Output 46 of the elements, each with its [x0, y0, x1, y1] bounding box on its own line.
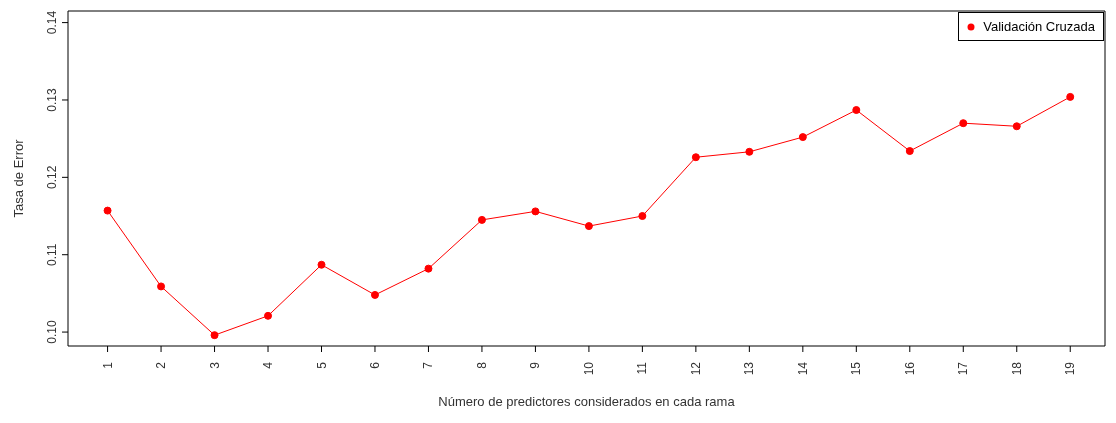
y-axis-title: Tasa de Error — [10, 138, 26, 218]
point — [531, 207, 540, 216]
y-tick-label: 0.12 — [45, 165, 59, 190]
point — [264, 311, 273, 320]
point — [424, 264, 433, 273]
point — [584, 222, 593, 231]
x-tick-label: 11 — [635, 361, 650, 375]
point — [157, 282, 166, 291]
x-tick-label: 3 — [207, 361, 222, 369]
x-tick-label: 13 — [742, 361, 757, 376]
x-tick-label: 19 — [1063, 361, 1078, 376]
x-tick-label: 8 — [474, 361, 489, 369]
legend-label: Validación Cruzada — [983, 19, 1095, 34]
x-tick-label: 17 — [956, 361, 971, 376]
x-tick-label: 2 — [154, 361, 169, 369]
x-tick-label: 14 — [795, 361, 810, 376]
point — [745, 147, 754, 156]
point — [370, 290, 379, 299]
point — [798, 133, 807, 142]
y-tick-label: 0.10 — [45, 320, 59, 344]
point — [691, 153, 700, 162]
x-tick-label: 4 — [261, 361, 276, 369]
x-tick-label: 5 — [314, 361, 329, 369]
x-tick-label: 16 — [902, 361, 917, 376]
x-tick-label: 9 — [528, 361, 543, 369]
x-tick-label: 1 — [100, 361, 115, 369]
x-tick-label: 7 — [421, 361, 436, 369]
point — [905, 147, 914, 156]
x-tick-label: 10 — [581, 361, 596, 376]
point — [103, 206, 112, 215]
point — [638, 212, 647, 221]
x-axis-title: Número de predictores considerados en cada rama — [438, 394, 736, 409]
y-tick-label: 0.14 — [45, 10, 59, 35]
x-tick-label: 15 — [849, 361, 864, 376]
point — [1012, 122, 1021, 131]
y-tick-label: 0.13 — [45, 87, 59, 112]
point — [959, 119, 968, 128]
point — [210, 331, 219, 340]
y-tick-label: 0.11 — [45, 243, 59, 266]
x-tick-label: 6 — [367, 361, 382, 369]
point — [317, 260, 326, 269]
point — [477, 215, 486, 224]
point — [1066, 92, 1075, 101]
x-tick-label: 18 — [1009, 361, 1024, 376]
x-tick-label: 12 — [688, 361, 703, 376]
point — [852, 106, 861, 115]
